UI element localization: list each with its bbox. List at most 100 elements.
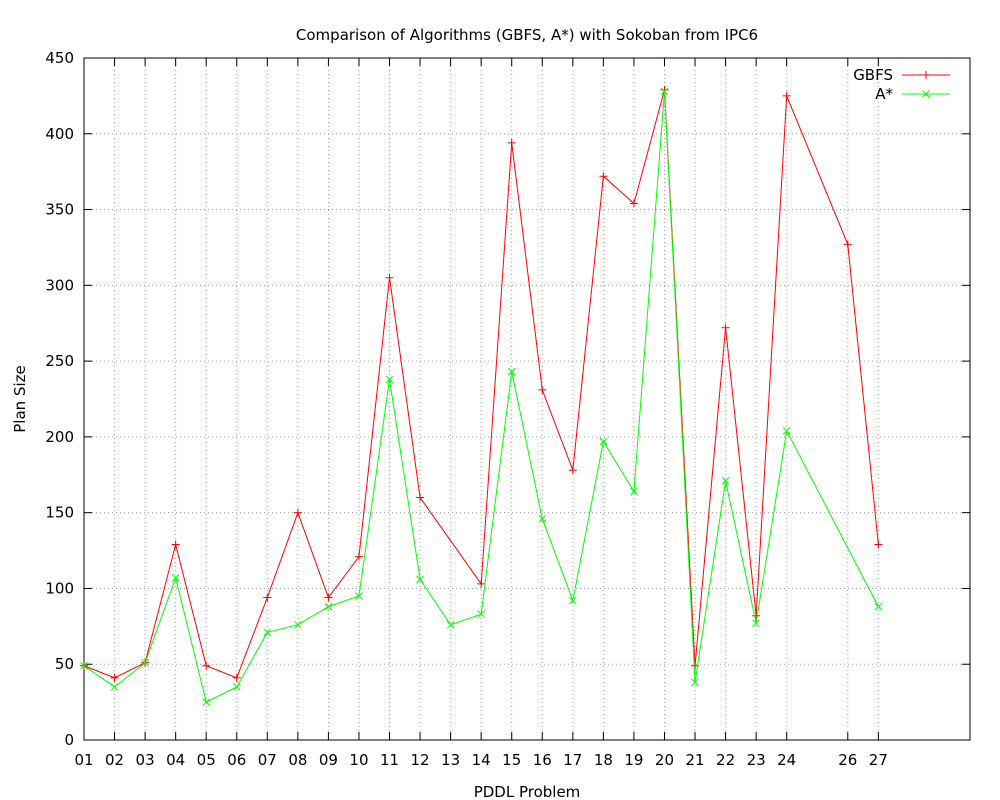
point-marker <box>691 678 699 687</box>
y-tick-label: 100 <box>45 579 74 597</box>
point-marker <box>354 552 363 561</box>
x-tick-label: 05 <box>197 751 216 769</box>
legend-entry: GBFS <box>853 66 950 84</box>
legend-label: A* <box>875 85 893 103</box>
point-marker <box>416 575 424 584</box>
x-tick-label: 07 <box>258 751 277 769</box>
point-marker <box>293 508 302 517</box>
x-tick-label: 20 <box>655 751 674 769</box>
y-tick-label: 150 <box>45 504 74 522</box>
point-marker <box>355 592 363 600</box>
x-tick-label: 01 <box>74 751 93 769</box>
x-axis-label: PDDL Problem <box>474 783 581 800</box>
point-marker <box>721 476 730 485</box>
y-axis-label: Plan Size <box>11 365 29 432</box>
point-marker <box>538 385 547 394</box>
point-marker <box>110 683 119 691</box>
y-tick-label: 50 <box>55 655 74 673</box>
point-marker <box>752 619 760 628</box>
point-marker <box>141 658 149 667</box>
x-tick-label: 08 <box>288 751 307 769</box>
x-tick-label: 02 <box>105 751 124 769</box>
legend-entry: A* <box>875 85 950 103</box>
point-marker <box>232 683 241 691</box>
point-marker <box>171 573 180 582</box>
point-marker <box>477 610 486 619</box>
point-marker <box>202 698 211 706</box>
x-tick-label: 12 <box>411 751 430 769</box>
x-tick-label: 11 <box>380 751 399 769</box>
legend-label: GBFS <box>853 66 893 84</box>
point-marker <box>232 673 241 682</box>
y-tick-label: 400 <box>45 125 74 143</box>
point-marker <box>202 661 211 670</box>
x-tick-label: 14 <box>472 751 491 769</box>
point-marker <box>599 172 608 181</box>
point-marker <box>629 199 638 208</box>
series-layer <box>80 85 883 706</box>
point-marker <box>874 602 883 611</box>
chart-title: Comparison of Algorithms (GBFS, A*) with… <box>296 26 758 44</box>
x-tick-label: 18 <box>594 751 613 769</box>
y-tick-label: 450 <box>45 49 74 67</box>
x-tick-label: 17 <box>563 751 582 769</box>
series-astar <box>80 87 883 706</box>
point-marker <box>324 593 333 602</box>
point-marker <box>721 323 730 332</box>
point-marker <box>385 273 394 282</box>
x-tick-label: 06 <box>227 751 246 769</box>
x-tick-label: 22 <box>716 751 735 769</box>
point-marker <box>660 87 669 96</box>
point-marker <box>922 90 930 98</box>
point-marker <box>630 487 638 496</box>
x-tick-label: 16 <box>533 751 552 769</box>
point-marker <box>507 138 516 147</box>
point-marker <box>568 596 577 605</box>
point-marker <box>874 540 883 549</box>
y-tick-label: 350 <box>45 201 74 219</box>
point-marker <box>782 91 791 100</box>
point-marker <box>385 375 394 384</box>
grid <box>84 58 970 740</box>
point-marker <box>922 71 930 79</box>
point-marker <box>324 602 333 611</box>
x-tick-label: 19 <box>624 751 643 769</box>
point-marker <box>110 673 119 682</box>
point-marker <box>294 620 302 629</box>
series-gbfs <box>80 85 883 682</box>
point-marker <box>263 628 272 637</box>
x-tick-label: 27 <box>869 751 888 769</box>
x-tick-label: 15 <box>502 751 521 769</box>
point-marker <box>538 514 547 523</box>
x-tick-label: 04 <box>166 751 185 769</box>
x-tick-label: 26 <box>838 751 857 769</box>
point-marker <box>416 493 425 502</box>
point-marker <box>80 661 88 670</box>
y-tick-label: 250 <box>45 352 74 370</box>
point-marker <box>752 611 761 620</box>
point-marker <box>568 466 577 475</box>
plot-border <box>83 57 971 741</box>
point-marker <box>507 367 516 376</box>
x-axis: 01 02 03 04 05 06 07 08 09 10 11 12 13 14 15 16 17 18 19 20… <box>74 58 888 769</box>
point-marker <box>599 437 608 446</box>
y-axis: 0 50 100 150 200 250 300 350 400 450 <box>45 49 970 749</box>
x-tick-label: 09 <box>319 751 338 769</box>
y-tick-label: 300 <box>45 276 74 294</box>
point-marker <box>263 593 272 602</box>
point-marker <box>477 579 486 588</box>
point-marker <box>171 540 180 549</box>
point-marker <box>446 620 455 629</box>
point-marker <box>843 240 852 249</box>
point-marker <box>782 426 791 435</box>
x-tick-label: 13 <box>441 751 460 769</box>
y-tick-label: 200 <box>45 428 74 446</box>
x-tick-label: 03 <box>136 751 155 769</box>
x-tick-label: 10 <box>349 751 368 769</box>
x-tick-label: 23 <box>747 751 766 769</box>
x-tick-label: 21 <box>685 751 704 769</box>
y-tick-label: 0 <box>64 731 74 749</box>
x-tick-label: 24 <box>777 751 796 769</box>
